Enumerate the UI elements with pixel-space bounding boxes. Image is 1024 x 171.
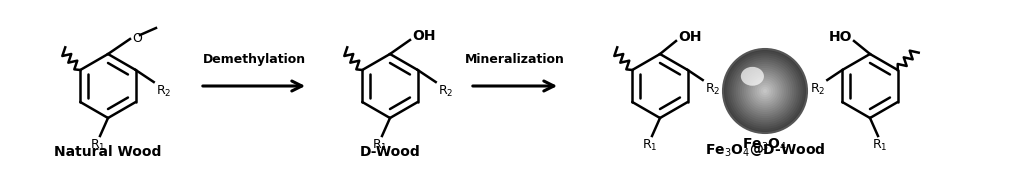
Ellipse shape — [739, 66, 791, 116]
Ellipse shape — [723, 49, 807, 133]
Text: HO: HO — [828, 30, 852, 44]
Text: R$_1$: R$_1$ — [90, 138, 105, 153]
Ellipse shape — [744, 70, 786, 112]
Text: R$_1$: R$_1$ — [872, 138, 888, 153]
Ellipse shape — [735, 62, 795, 120]
Ellipse shape — [737, 64, 793, 118]
Text: OH: OH — [678, 30, 701, 44]
Ellipse shape — [731, 57, 799, 125]
Ellipse shape — [746, 72, 784, 110]
Text: R$_1$: R$_1$ — [373, 138, 388, 153]
Text: R$_2$: R$_2$ — [705, 82, 720, 97]
Text: Fe$_3$O$_4$@D-Wood: Fe$_3$O$_4$@D-Wood — [705, 142, 825, 159]
Ellipse shape — [753, 78, 777, 104]
Text: D-Wood: D-Wood — [359, 145, 421, 159]
Text: Natural Wood: Natural Wood — [54, 145, 162, 159]
Ellipse shape — [749, 74, 781, 108]
Ellipse shape — [751, 76, 779, 106]
Ellipse shape — [740, 67, 764, 86]
Text: R$_2$: R$_2$ — [156, 84, 171, 99]
Text: Mineralization: Mineralization — [465, 53, 565, 66]
Text: O: O — [132, 31, 142, 44]
Ellipse shape — [727, 53, 803, 129]
Ellipse shape — [729, 55, 801, 127]
Ellipse shape — [742, 68, 788, 114]
Ellipse shape — [755, 81, 775, 102]
Text: R$_2$: R$_2$ — [810, 82, 825, 97]
Text: R$_2$: R$_2$ — [437, 84, 454, 99]
Ellipse shape — [725, 51, 805, 131]
Ellipse shape — [733, 60, 797, 122]
Ellipse shape — [757, 83, 773, 99]
Text: R$_1$: R$_1$ — [642, 138, 657, 153]
Ellipse shape — [759, 85, 771, 97]
Ellipse shape — [763, 89, 767, 93]
Text: Demethylation: Demethylation — [203, 53, 305, 66]
Text: Fe$_3$O$_4$: Fe$_3$O$_4$ — [742, 137, 787, 153]
Text: OH: OH — [412, 29, 435, 43]
Ellipse shape — [761, 87, 769, 95]
